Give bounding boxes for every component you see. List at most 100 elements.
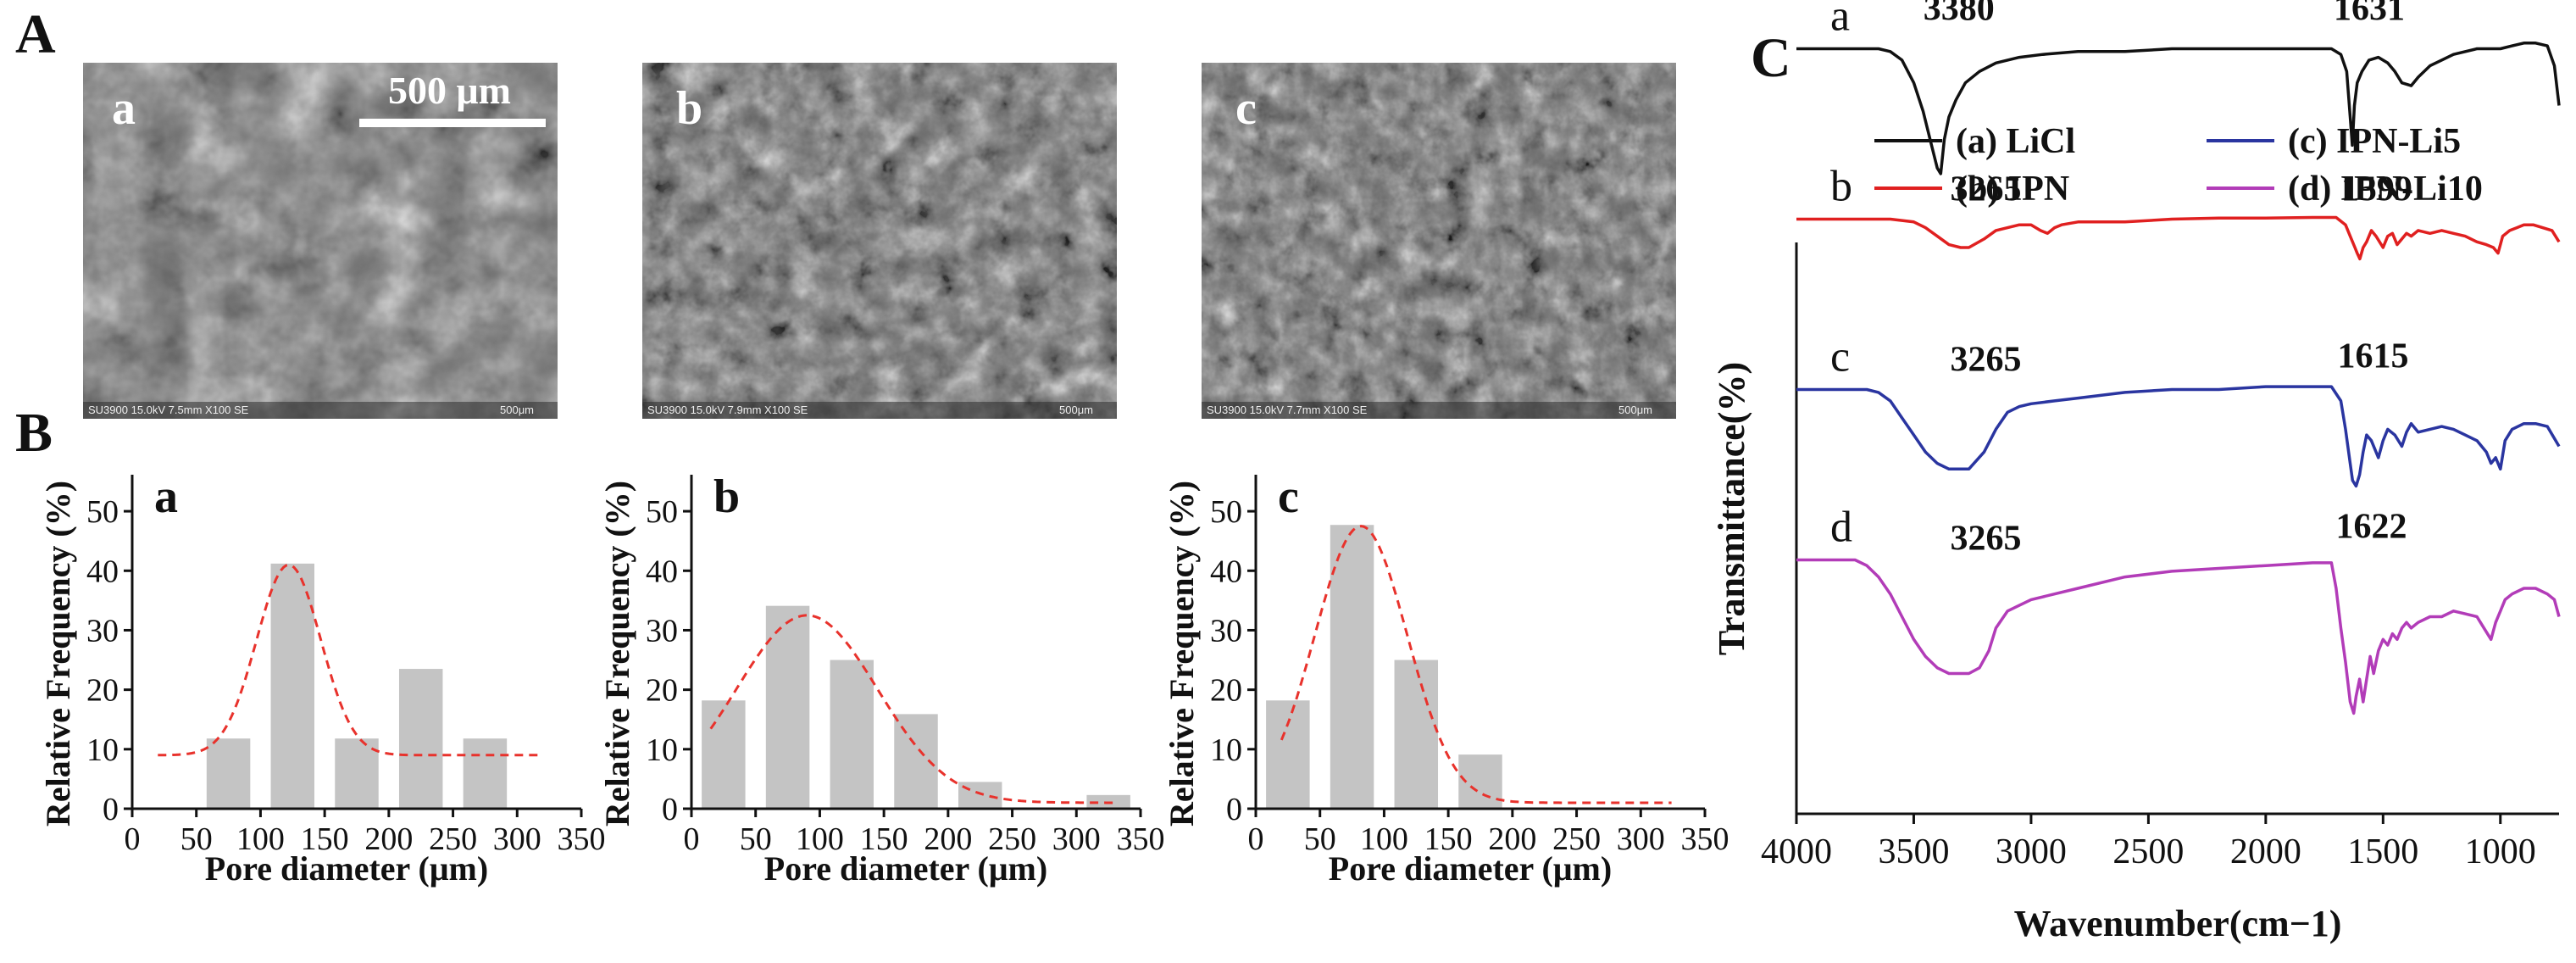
ftir-series-letter: d [1830,504,1852,552]
peak-annotation: 1615 [2337,337,2408,376]
x-tick-label: 250 [1552,821,1601,857]
x-tick-label: 1500 [2347,832,2418,871]
scale-bar-label: 500 μm [388,69,511,112]
ftir-chart: 4000 3500 3000 2500 2000 1500 1000 Wavenumber(c… [1711,0,2561,944]
x-tick-label: 50 [1304,821,1336,857]
y-tick-label: 40 [646,554,678,589]
sem-image-a: a 500 μm SU3900 15.0kV 7.5mm X100 SE 500… [83,63,558,419]
peak-annotation: 3380 [1924,0,1995,29]
x-tick-label: 150 [860,821,908,857]
x-tick-label: 200 [364,821,413,857]
x-axis-label: Pore diameter (μm) [1329,849,1612,888]
panel-C-label: C [1751,27,1791,89]
legend-entry: (c) IPN-Li5 [2288,122,2461,161]
x-tick-label: 200 [924,821,972,857]
sem-image-b: b SU3900 15.0kV 7.9mm X100 SE 500μm [642,63,1117,419]
y-tick-label: 10 [646,732,678,768]
x-tick-label: 100 [236,821,285,857]
x-axis-label: Pore diameter (μm) [205,849,488,888]
ftir-series-letter: c [1830,333,1850,381]
y-tick-label: 50 [1210,494,1242,530]
sem-scale-a: 500μm [500,404,534,416]
x-tick-label: 350 [1681,821,1729,857]
histogram-bar [1266,700,1310,809]
sem-info-b: SU3900 15.0kV 7.9mm X100 SE [647,404,808,416]
x-axis-label: Wavenumber(cm−1) [2014,903,2342,944]
y-tick-label: 0 [103,792,119,827]
x-tick-label: 2000 [2230,832,2301,871]
histogram-bar [1394,660,1439,809]
histogram-letter: b [713,470,740,523]
peak-annotation: 3265 [1951,170,2022,209]
sem-info-a: SU3900 15.0kV 7.5mm X100 SE [88,404,249,416]
histogram-bar [765,605,810,809]
x-tick-label: 50 [180,821,213,857]
peak-annotation: 1599 [2341,170,2412,209]
y-tick-label: 40 [1210,554,1242,589]
x-axis-label: Pore diameter (μm) [764,849,1047,888]
ftir-series-line [1796,385,2561,488]
x-tick-label: 150 [1424,821,1473,857]
x-tick-label: 100 [796,821,844,857]
histogram-bar [830,660,874,809]
histogram-bar [335,738,379,809]
histogram-bar [463,738,508,809]
histogram-bar [398,669,443,809]
y-tick-label: 0 [662,792,678,827]
sem-letter-c: c [1235,82,1257,135]
sem-info-c: SU3900 15.0kV 7.7mm X100 SE [1207,404,1368,416]
x-tick-label: 200 [1488,821,1536,857]
y-tick-label: 0 [1226,792,1242,827]
ftir-series-line [1796,42,2561,175]
y-tick-label: 20 [86,673,119,709]
histogram-bar [958,782,1002,809]
sem-scale-b: 500μm [1059,404,1093,416]
x-tick-label: 0 [684,821,700,857]
x-tick-label: 250 [429,821,477,857]
y-tick-label: 40 [86,554,119,589]
y-tick-label: 10 [1210,732,1242,768]
legend-entry: (d) IPN-Li10 [2288,170,2483,209]
y-axis-label: Relative Frequency (%) [39,481,77,827]
y-axis-label: Transmittance(%) [1711,362,1752,655]
ftir-series-line [1796,215,2561,261]
peak-annotation: 1622 [2336,508,2407,547]
panel-A-label: A [15,3,56,65]
legend-entry: (b) IPN [1956,170,2069,209]
peak-annotation: 3265 [1951,520,2022,559]
x-tick-label: 50 [740,821,772,857]
x-tick-label: 350 [558,821,606,857]
y-axis-label: Relative Frequency (%) [1163,481,1201,827]
x-tick-label: 2500 [2112,832,2184,871]
gaussian-fit-line [1280,525,1672,804]
y-tick-label: 20 [646,673,678,709]
x-tick-label: 3500 [1878,832,1949,871]
x-tick-label: 0 [125,821,141,857]
x-tick-label: 250 [988,821,1036,857]
x-tick-label: 150 [301,821,349,857]
x-tick-label: 100 [1360,821,1408,857]
ftir-series-letter: b [1830,163,1852,211]
histogram-bar [206,738,251,809]
histogram-letter: c [1278,470,1299,523]
gaussian-fit-line [709,614,1114,804]
y-tick-label: 10 [86,732,119,768]
y-tick-label: 30 [86,613,119,648]
legend-entry: (a) LiCl [1956,122,2075,161]
x-tick-label: 4000 [1761,832,1832,871]
x-tick-label: 350 [1117,821,1165,857]
histogram-bar [1330,525,1374,809]
peak-annotation: 1631 [2334,0,2405,29]
histogram-letter: a [154,470,178,523]
histogram-bar [702,700,746,809]
peak-annotation: 3265 [1951,341,2022,380]
y-axis-label: Relative Frequency (%) [598,481,636,827]
y-tick-label: 30 [646,613,678,648]
sem-image-c: c SU3900 15.0kV 7.7mm X100 SE 500μm [1202,63,1676,419]
y-tick-label: 50 [646,494,678,530]
x-tick-label: 300 [493,821,541,857]
